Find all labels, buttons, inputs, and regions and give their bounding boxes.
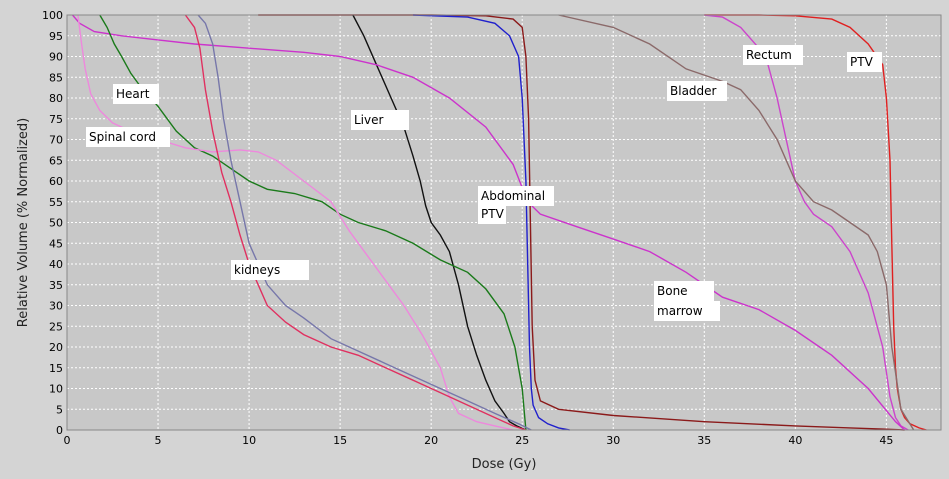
y-tick-label: 100 <box>42 9 63 22</box>
plot-frame <box>66 14 942 431</box>
x-tick-labels: 0 5 10 15 20 25 30 35 40 45 <box>64 434 894 447</box>
y-tick-label: 90 <box>49 51 63 64</box>
y-tick-label: 80 <box>49 92 63 105</box>
x-tick-label: 10 <box>242 434 256 447</box>
annotation-box <box>847 52 882 72</box>
series-line-10 <box>197 14 532 431</box>
annotation-label: kidneys <box>234 263 280 277</box>
y-tick-label: 70 <box>49 134 63 147</box>
x-tick-label: 45 <box>879 434 893 447</box>
annotation-label: marrow <box>657 304 703 318</box>
y-tick-label: 60 <box>49 175 63 188</box>
annotation-label: Abdominal <box>481 189 545 203</box>
series-line-0 <box>704 14 927 431</box>
annotation-box <box>351 110 409 130</box>
annotation-box <box>231 260 309 280</box>
y-tick-label: 85 <box>49 71 63 84</box>
y-axis-label: Relative Volume (% Normalized) <box>16 118 31 327</box>
series-line-4 <box>412 14 570 431</box>
series-line-6 <box>71 14 906 431</box>
y-tick-label: 45 <box>49 237 63 250</box>
x-tick-label: 15 <box>333 434 347 447</box>
series-group <box>71 14 927 431</box>
y-tick-label: 30 <box>49 300 63 313</box>
x-tick-label: 40 <box>788 434 802 447</box>
x-tick-label: 0 <box>64 434 71 447</box>
series-line-2 <box>558 14 915 431</box>
y-tick-label: 65 <box>49 154 63 167</box>
x-tick-label: 35 <box>697 434 711 447</box>
series-line-7 <box>99 14 527 431</box>
annotation-box <box>743 45 803 65</box>
annotation-label: PTV <box>481 207 505 221</box>
x-tick-label: 5 <box>155 434 162 447</box>
annotation-box <box>86 127 170 147</box>
y-tick-label: 50 <box>49 217 63 230</box>
y-tick-label: 15 <box>49 362 63 375</box>
y-tick-label: 5 <box>56 403 63 416</box>
annotations: Heart Spinal cord Liver Abdominal PTV kidneys… <box>86 45 882 321</box>
annotation-label: PTV <box>850 55 874 69</box>
y-tick-label: 35 <box>49 279 63 292</box>
annotation-label: Heart <box>116 87 150 101</box>
y-tick-label: 10 <box>49 383 63 396</box>
annotation-box <box>654 301 720 321</box>
annotation-label: Liver <box>354 113 384 127</box>
grid-lines <box>66 14 941 431</box>
x-axis-label: Dose (Gy) <box>472 457 537 472</box>
annotation-label: Spinal cord <box>89 130 156 144</box>
annotation-box <box>113 84 159 104</box>
annotation-label: Rectum <box>746 48 792 62</box>
x-tick-label: 25 <box>515 434 529 447</box>
y-tick-label: 95 <box>49 30 63 43</box>
y-tick-label: 40 <box>49 258 63 271</box>
series-line-5 <box>352 14 527 431</box>
annotation-label: Bladder <box>670 84 717 98</box>
x-tick-label: 30 <box>606 434 620 447</box>
y-tick-label: 55 <box>49 196 63 209</box>
y-tick-label: 75 <box>49 113 63 126</box>
annotation-box <box>654 281 714 301</box>
x-tick-label: 20 <box>424 434 438 447</box>
annotation-box <box>478 204 506 224</box>
y-tick-label: 20 <box>49 341 63 354</box>
annotation-label: Bone <box>657 284 688 298</box>
y-tick-label: 25 <box>49 320 63 333</box>
series-line-1 <box>704 14 909 431</box>
series-line-9 <box>184 14 527 431</box>
annotation-box <box>667 81 727 101</box>
y-tick-labels: 0 5 10 15 20 25 30 35 40 45 50 55 60 65 70 75 80 85 90 95 10… <box>42 9 63 437</box>
y-tick-label: 0 <box>56 424 63 437</box>
annotation-box <box>478 186 554 206</box>
series-line-3 <box>258 14 905 431</box>
